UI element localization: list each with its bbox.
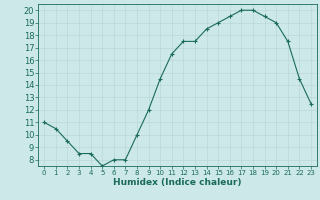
X-axis label: Humidex (Indice chaleur): Humidex (Indice chaleur) xyxy=(113,178,242,187)
